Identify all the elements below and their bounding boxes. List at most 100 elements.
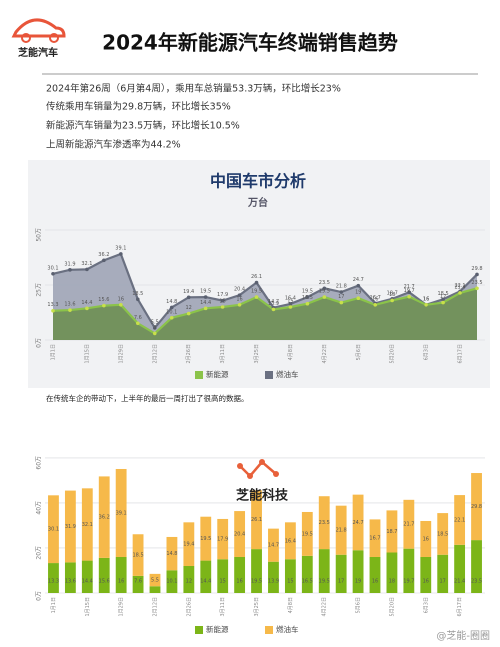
- data-label: 29.8: [471, 266, 482, 272]
- data-label: 16.7: [370, 295, 381, 301]
- data-label: 13.9: [268, 301, 279, 307]
- bar-segment: [386, 552, 398, 593]
- data-label: 15: [220, 579, 226, 585]
- data-point: [305, 301, 310, 306]
- x-tick-label: 3月11日: [220, 344, 226, 364]
- series-line: [52, 287, 478, 335]
- y-tick-label: 20万: [36, 546, 43, 560]
- data-label: 20.4: [234, 287, 245, 293]
- data-label: 18: [389, 579, 395, 585]
- bar-segment: [420, 556, 432, 593]
- annotation-icon: [261, 461, 277, 475]
- data-label: 14.7: [268, 299, 279, 305]
- data-label: 19: [355, 579, 361, 585]
- data-point: [102, 303, 106, 308]
- data-point: [237, 303, 242, 307]
- chart-subtitle: 万台: [247, 196, 268, 209]
- data-label: 29.8: [471, 504, 482, 510]
- data-label: 18.7: [387, 290, 398, 296]
- series-area: [53, 288, 477, 340]
- data-label: 15.6: [98, 297, 109, 303]
- data-label: 17: [338, 294, 344, 300]
- x-tick-label: 3月25日: [254, 597, 260, 617]
- data-label: 16: [118, 296, 124, 302]
- data-point: [169, 305, 174, 310]
- series-line: [52, 252, 478, 330]
- bar-segment: [318, 496, 330, 550]
- data-label: 13.3: [47, 302, 58, 308]
- logo-text: 芝能汽车: [18, 46, 58, 59]
- data-label: 13.9: [268, 579, 279, 585]
- data-label: 21.7: [404, 284, 415, 290]
- data-label: 14.4: [200, 300, 211, 306]
- logo-wheel: [21, 33, 31, 43]
- data-label: 39.1: [115, 245, 126, 251]
- bar-segment: [268, 528, 279, 562]
- data-point: [169, 315, 174, 320]
- data-label: 17.9: [217, 537, 228, 543]
- data-point: [271, 307, 276, 312]
- y-tick-label: 40万: [36, 501, 43, 515]
- data-label: 23.5: [319, 280, 330, 286]
- data-label: 14.4: [200, 579, 211, 585]
- data-point: [373, 303, 378, 307]
- data-label: 14.8: [166, 299, 177, 305]
- annotation-icon: [259, 459, 265, 465]
- legend-label: 燃油车: [276, 369, 299, 379]
- data-point: [186, 311, 191, 316]
- legend-label: 燃油车: [276, 624, 299, 634]
- data-label: 21.7: [403, 522, 414, 528]
- chart-annotation: 芝能科技: [236, 488, 289, 504]
- data-point: [220, 305, 225, 309]
- x-tick-label: 5月6日: [356, 597, 362, 613]
- data-point: [254, 295, 259, 299]
- data-label: 17: [440, 579, 446, 585]
- data-label: 19.7: [404, 288, 415, 294]
- data-point: [288, 302, 293, 306]
- data-point: [288, 305, 293, 309]
- bar-segment: [352, 550, 364, 593]
- data-label: 18.5: [133, 553, 144, 559]
- data-label: 18.7: [386, 529, 397, 535]
- data-point: [254, 280, 259, 285]
- data-label: 14.4: [82, 579, 93, 585]
- data-label: 21.4: [454, 579, 465, 585]
- data-point: [102, 258, 106, 263]
- bar-segment: [183, 565, 195, 593]
- data-label: 7.6: [134, 315, 142, 321]
- bar-segment: [454, 495, 466, 545]
- data-point: [85, 306, 89, 311]
- data-point: [441, 297, 445, 302]
- bar-segment: [183, 522, 195, 566]
- data-label: 16.4: [285, 538, 296, 544]
- data-label: 16: [423, 296, 429, 302]
- bar-segment: [149, 586, 161, 593]
- bar-segment: [352, 494, 364, 551]
- y-tick-label: 25万: [36, 283, 43, 297]
- bar-segment: [217, 559, 229, 593]
- x-tick-label: 6月17日: [458, 344, 464, 364]
- data-label: 16: [423, 579, 429, 585]
- bar-segment: [403, 499, 415, 549]
- data-label: 3: [153, 325, 156, 331]
- bar-segment: [81, 560, 93, 593]
- data-point: [220, 298, 225, 303]
- data-label: 16: [372, 296, 378, 302]
- caption: 在传统车企的带动下，上半年的最后一周打出了很高的数据。: [46, 393, 249, 403]
- bar-segment: [301, 555, 313, 593]
- x-tick-label: 6月17日: [457, 597, 463, 617]
- data-point: [441, 300, 445, 305]
- data-point: [407, 290, 411, 295]
- x-tick-label: 4月8日: [288, 597, 294, 613]
- data-label: 13.6: [64, 302, 75, 308]
- data-point: [136, 321, 140, 326]
- x-tick-label: 4月8日: [288, 344, 294, 360]
- data-label: 19.5: [251, 289, 262, 295]
- x-tick-label: 1月1日: [51, 597, 57, 613]
- data-label: 36.2: [99, 515, 110, 521]
- data-label: 5.5: [151, 578, 159, 584]
- x-tick-label: 6月3日: [424, 344, 430, 360]
- x-tick-label: 1月29日: [118, 344, 124, 364]
- data-point: [203, 295, 208, 299]
- data-point: [237, 293, 242, 297]
